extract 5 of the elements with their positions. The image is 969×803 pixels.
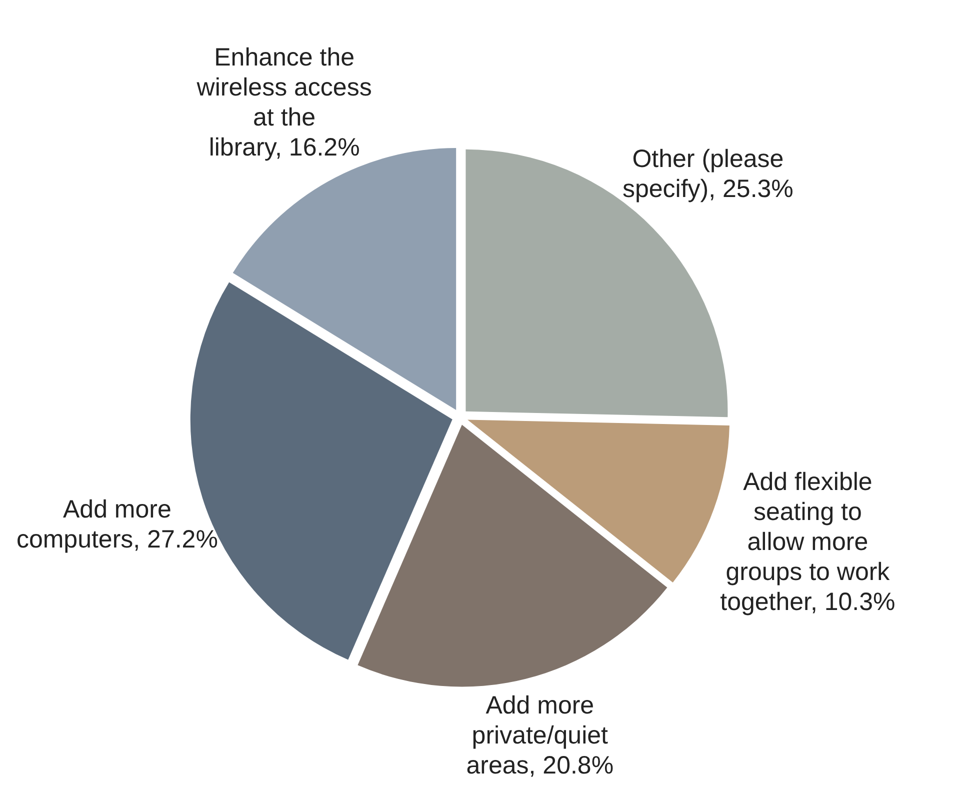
slice-label: Add flexible seating to allow more groups to work together, 10.3% bbox=[720, 468, 896, 616]
slice-label: Enhance the wireless access at the library, 16.2% bbox=[196, 43, 372, 162]
slice-label: Add more private/quiet areas, 20.8% bbox=[466, 691, 614, 780]
slice-label: Other (please specify), 25.3% bbox=[622, 144, 794, 203]
slice-label: Add more computers, 27.2% bbox=[16, 496, 218, 554]
